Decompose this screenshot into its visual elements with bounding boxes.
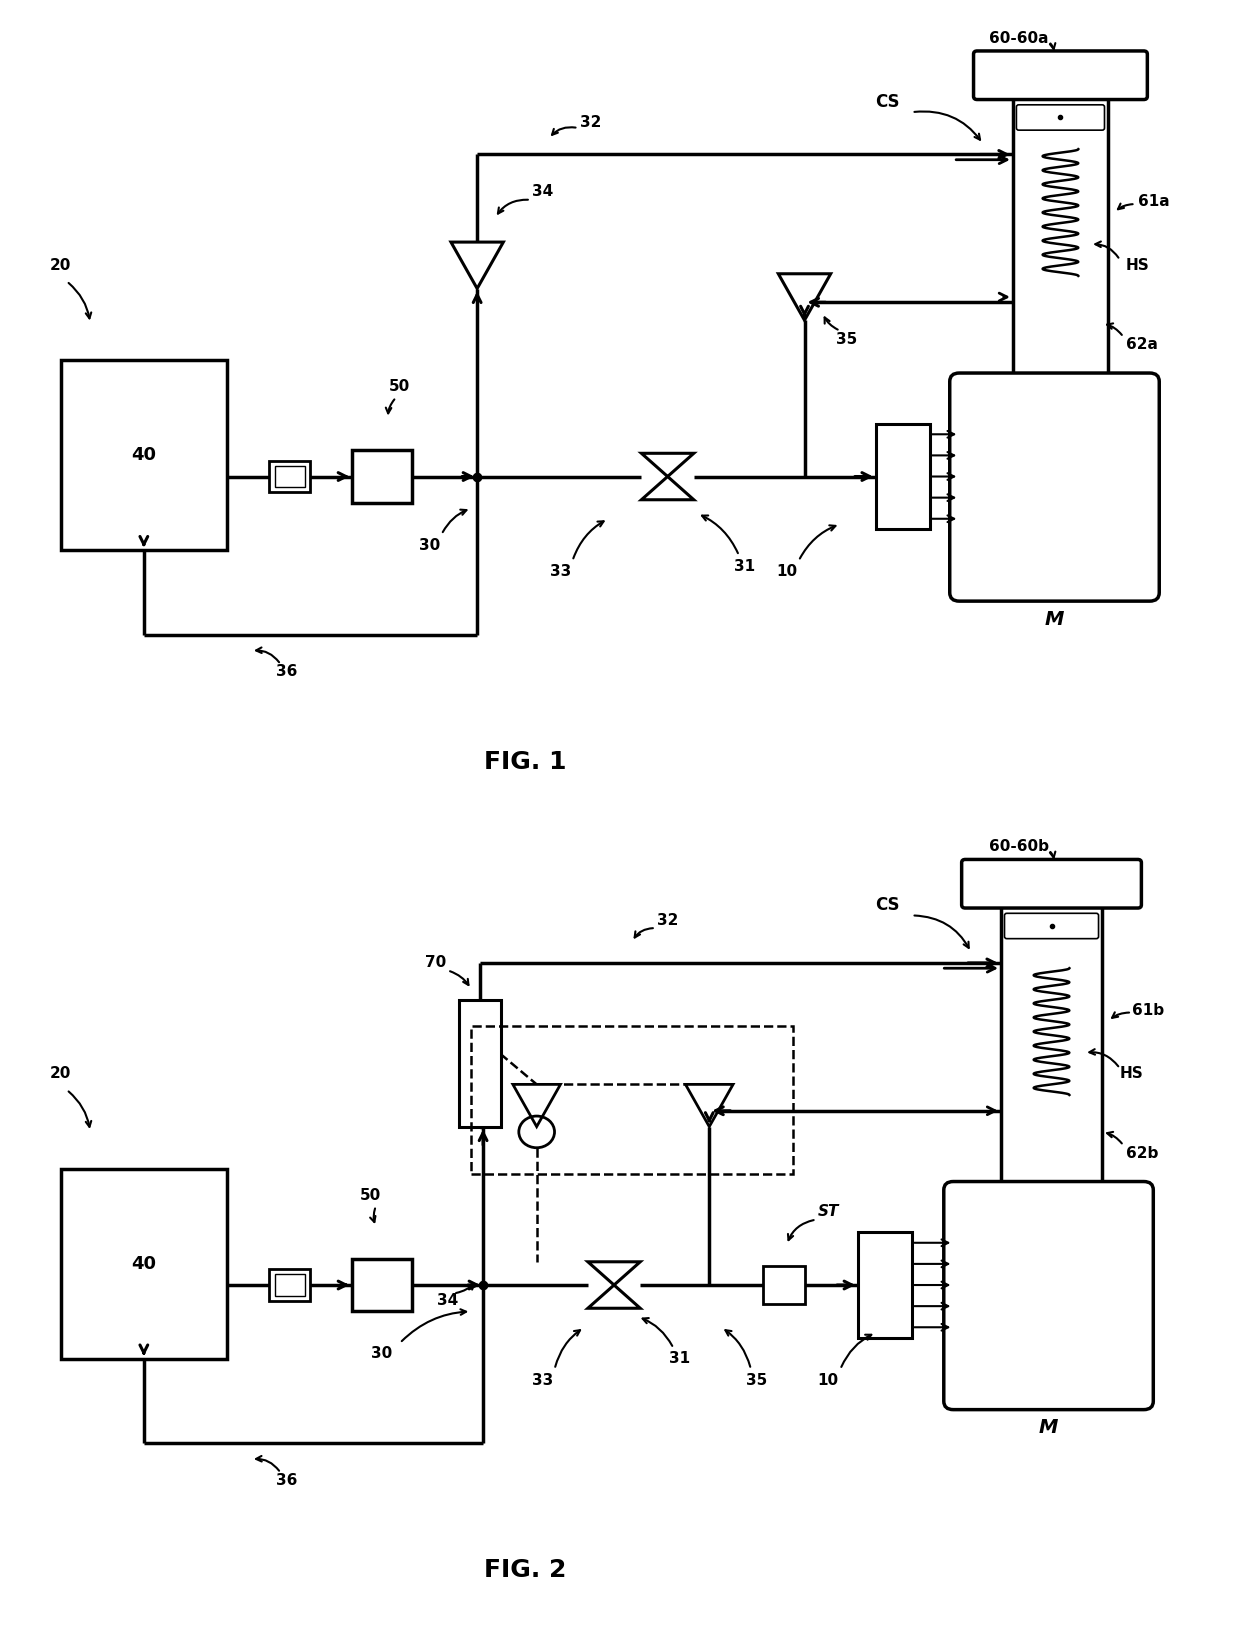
Text: 32: 32 bbox=[579, 116, 601, 130]
Text: 61b: 61b bbox=[1132, 1003, 1164, 1018]
Text: HS: HS bbox=[1126, 257, 1149, 272]
Text: 10: 10 bbox=[776, 564, 797, 579]
Text: 50: 50 bbox=[389, 380, 410, 394]
Polygon shape bbox=[513, 1084, 560, 1127]
Text: 10: 10 bbox=[817, 1373, 839, 1388]
FancyBboxPatch shape bbox=[275, 1274, 305, 1295]
Text: 32: 32 bbox=[657, 912, 678, 929]
Text: M: M bbox=[1039, 1417, 1058, 1437]
FancyBboxPatch shape bbox=[875, 424, 930, 530]
Text: 20: 20 bbox=[50, 257, 71, 272]
FancyBboxPatch shape bbox=[858, 1233, 911, 1338]
Polygon shape bbox=[641, 454, 694, 477]
FancyBboxPatch shape bbox=[61, 1168, 227, 1360]
Text: 34: 34 bbox=[436, 1294, 458, 1308]
Text: 60-60b: 60-60b bbox=[988, 840, 1049, 855]
FancyBboxPatch shape bbox=[1004, 914, 1099, 939]
Polygon shape bbox=[779, 274, 831, 320]
Text: M: M bbox=[1045, 609, 1064, 629]
Polygon shape bbox=[588, 1285, 640, 1308]
Text: HS: HS bbox=[1120, 1066, 1143, 1081]
Text: 61a: 61a bbox=[1138, 195, 1169, 210]
Text: FIG. 2: FIG. 2 bbox=[484, 1558, 565, 1582]
Text: 40: 40 bbox=[131, 1256, 156, 1272]
Text: CS: CS bbox=[875, 896, 900, 914]
FancyBboxPatch shape bbox=[275, 465, 305, 487]
Text: 40: 40 bbox=[131, 447, 156, 464]
Text: 33: 33 bbox=[549, 564, 572, 579]
Polygon shape bbox=[451, 243, 503, 289]
Polygon shape bbox=[588, 1262, 640, 1285]
FancyBboxPatch shape bbox=[269, 460, 310, 492]
FancyBboxPatch shape bbox=[950, 373, 1159, 601]
FancyBboxPatch shape bbox=[61, 360, 227, 551]
Text: FIG. 1: FIG. 1 bbox=[484, 749, 565, 774]
Text: 36: 36 bbox=[277, 665, 298, 680]
Text: 34: 34 bbox=[532, 183, 553, 200]
FancyBboxPatch shape bbox=[269, 1269, 310, 1300]
Text: 31: 31 bbox=[668, 1351, 691, 1366]
Polygon shape bbox=[641, 477, 694, 500]
FancyBboxPatch shape bbox=[352, 1259, 412, 1312]
Text: 30: 30 bbox=[371, 1346, 393, 1361]
Text: CS: CS bbox=[875, 92, 900, 111]
Text: 20: 20 bbox=[50, 1066, 71, 1081]
FancyBboxPatch shape bbox=[973, 51, 1147, 99]
Text: 36: 36 bbox=[277, 1473, 298, 1488]
FancyBboxPatch shape bbox=[763, 1266, 805, 1304]
Text: 50: 50 bbox=[360, 1188, 381, 1203]
Text: 30: 30 bbox=[419, 538, 440, 553]
Text: 35: 35 bbox=[746, 1373, 768, 1388]
Polygon shape bbox=[686, 1084, 733, 1127]
FancyBboxPatch shape bbox=[962, 860, 1141, 908]
Text: ST: ST bbox=[817, 1203, 839, 1219]
Text: 33: 33 bbox=[532, 1373, 553, 1388]
FancyBboxPatch shape bbox=[1017, 106, 1105, 130]
Text: 35: 35 bbox=[836, 332, 857, 346]
Text: 70: 70 bbox=[425, 955, 446, 970]
Text: 60-60a: 60-60a bbox=[990, 31, 1049, 46]
Text: 62a: 62a bbox=[1126, 337, 1158, 351]
Text: 31: 31 bbox=[734, 559, 755, 574]
Text: 62b: 62b bbox=[1126, 1145, 1158, 1160]
FancyBboxPatch shape bbox=[352, 450, 412, 503]
FancyBboxPatch shape bbox=[944, 1181, 1153, 1409]
FancyBboxPatch shape bbox=[459, 1000, 501, 1127]
